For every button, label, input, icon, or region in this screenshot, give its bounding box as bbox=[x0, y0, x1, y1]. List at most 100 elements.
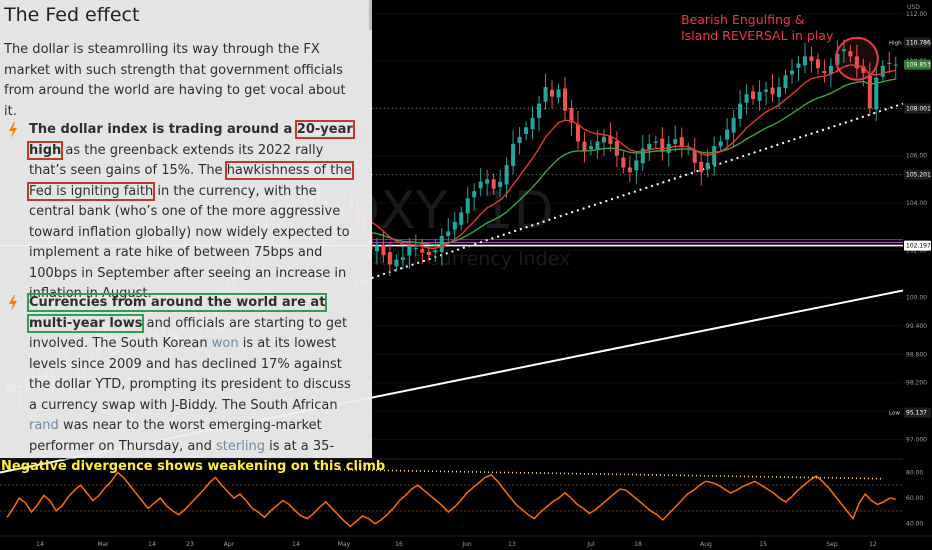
candle-body bbox=[530, 117, 535, 130]
link-won[interactable]: won bbox=[211, 336, 239, 351]
y-tick-label: 104.00 bbox=[906, 200, 927, 207]
candle bbox=[647, 134, 652, 162]
candle bbox=[498, 170, 503, 197]
bullet2-text-c: was near to the worst emerging-market pe… bbox=[29, 418, 322, 454]
link-rand[interactable]: rand bbox=[29, 418, 59, 433]
candle-body bbox=[673, 139, 678, 144]
candle bbox=[893, 56, 898, 79]
x-tick-label: 14 bbox=[36, 541, 44, 548]
candle bbox=[478, 168, 483, 197]
candle-body bbox=[394, 259, 399, 267]
candle-body bbox=[777, 87, 782, 98]
candle-body bbox=[459, 212, 464, 225]
rsi-tick-label: 60.00 bbox=[906, 495, 923, 502]
bearish-annotation-line1: Bearish Engulfing & bbox=[681, 12, 805, 27]
candle bbox=[575, 111, 580, 150]
candle bbox=[744, 84, 749, 115]
bullet1-text-a: The dollar index is trading around a bbox=[29, 122, 297, 137]
candle-body bbox=[511, 143, 516, 167]
candle-body bbox=[381, 244, 386, 256]
candle-body bbox=[634, 160, 639, 171]
candle bbox=[757, 80, 762, 111]
candle-body bbox=[679, 137, 684, 147]
candle bbox=[374, 237, 379, 265]
candle-body bbox=[621, 157, 626, 168]
candle-body bbox=[705, 162, 710, 170]
candle-body bbox=[413, 247, 418, 249]
rsi-tick-label: 40.00 bbox=[906, 521, 923, 528]
candle-body bbox=[517, 136, 522, 143]
candle-body bbox=[887, 63, 892, 65]
candle bbox=[562, 76, 568, 121]
bullet2-text-a: and officials are starting to get involv… bbox=[29, 315, 348, 352]
price-flag-value: 95.137 bbox=[906, 410, 927, 417]
candle bbox=[465, 186, 470, 224]
candle-body bbox=[660, 138, 665, 151]
y-axis-unit: USD bbox=[907, 4, 920, 11]
candle bbox=[511, 130, 516, 174]
candle bbox=[433, 238, 438, 262]
candle bbox=[815, 53, 820, 75]
candle-body bbox=[861, 66, 866, 73]
candle-body bbox=[472, 191, 477, 198]
candle-body bbox=[543, 87, 548, 102]
candle-body bbox=[556, 89, 561, 98]
candle-body bbox=[400, 257, 405, 260]
y-axis-bg bbox=[903, 0, 932, 550]
y-tick-label: 98.200 bbox=[906, 380, 927, 387]
candle-body bbox=[387, 252, 392, 265]
panel-title: The Fed effect bbox=[4, 4, 140, 26]
candle bbox=[446, 217, 451, 244]
x-tick-label: Mar bbox=[97, 541, 109, 548]
x-tick-label: 16 bbox=[395, 541, 403, 548]
x-tick-label: 14 bbox=[292, 541, 300, 548]
candle bbox=[601, 128, 606, 156]
candle bbox=[822, 59, 827, 83]
x-tick-label: Apr bbox=[224, 541, 235, 548]
candle-body bbox=[725, 129, 730, 140]
panel-scrollbar[interactable] bbox=[369, 0, 372, 30]
price-flag-value: 110.786 bbox=[906, 40, 931, 47]
candle bbox=[407, 237, 412, 269]
candle-body bbox=[537, 103, 542, 118]
candle-body bbox=[764, 89, 769, 92]
candle bbox=[751, 85, 756, 105]
candle-body bbox=[374, 245, 379, 252]
candle bbox=[854, 44, 859, 78]
price-flag-label: Low bbox=[889, 411, 900, 417]
candle-body bbox=[893, 64, 898, 66]
candle-body bbox=[874, 77, 879, 110]
candle-body bbox=[712, 146, 717, 165]
candle-body bbox=[569, 107, 574, 123]
candle-body bbox=[595, 141, 600, 150]
candle bbox=[718, 135, 723, 153]
bearish-annotation-line2: Island REVERSAL in play bbox=[681, 28, 834, 43]
candle-body bbox=[433, 250, 438, 253]
candle bbox=[653, 135, 658, 149]
bullet1-text-b: as the greenback extends its 2022 rally … bbox=[29, 142, 324, 179]
candle-body bbox=[880, 65, 885, 77]
candle bbox=[543, 73, 548, 110]
candle-body bbox=[848, 51, 853, 57]
candle-body bbox=[420, 248, 425, 253]
candle-body bbox=[757, 91, 762, 101]
candle-body bbox=[653, 141, 658, 143]
bullet-dollar-index: The dollar index is trading around a 20-… bbox=[4, 120, 355, 305]
candle bbox=[848, 45, 853, 63]
candle-body bbox=[854, 56, 859, 69]
candle bbox=[387, 242, 392, 277]
y-tick-label: 100.00 bbox=[906, 295, 927, 302]
lightning-bolt-icon bbox=[9, 122, 17, 138]
candle bbox=[809, 46, 814, 73]
candle bbox=[828, 58, 833, 88]
link-sterling[interactable]: sterling bbox=[216, 438, 265, 454]
candle-body bbox=[796, 63, 801, 68]
candle-body bbox=[601, 136, 606, 143]
bearish-annotation: Bearish Engulfing & Island REVERSAL in p… bbox=[681, 12, 833, 44]
price-flag bbox=[904, 169, 931, 180]
price-flag bbox=[904, 407, 931, 418]
candle-body bbox=[524, 127, 529, 134]
candle-body bbox=[452, 221, 457, 230]
candle-body bbox=[491, 179, 496, 189]
